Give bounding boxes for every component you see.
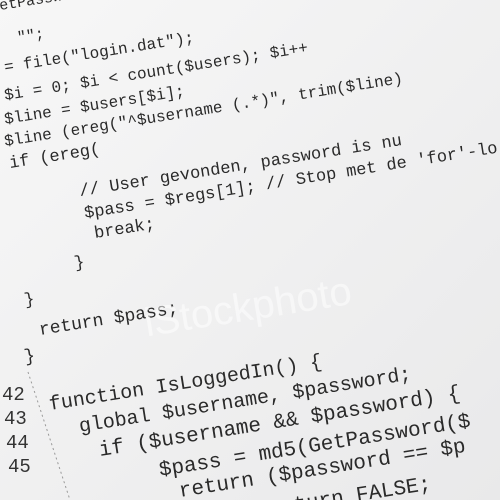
code-line: ""; <box>16 26 45 47</box>
line-number: 44 <box>6 432 29 454</box>
line-number: 42 <box>2 384 25 406</box>
line-number: 45 <box>8 456 31 478</box>
code-line: } <box>73 254 86 274</box>
code-line: } <box>23 291 36 311</box>
code-line: } <box>23 346 37 367</box>
line-number: 43 <box>4 408 27 430</box>
